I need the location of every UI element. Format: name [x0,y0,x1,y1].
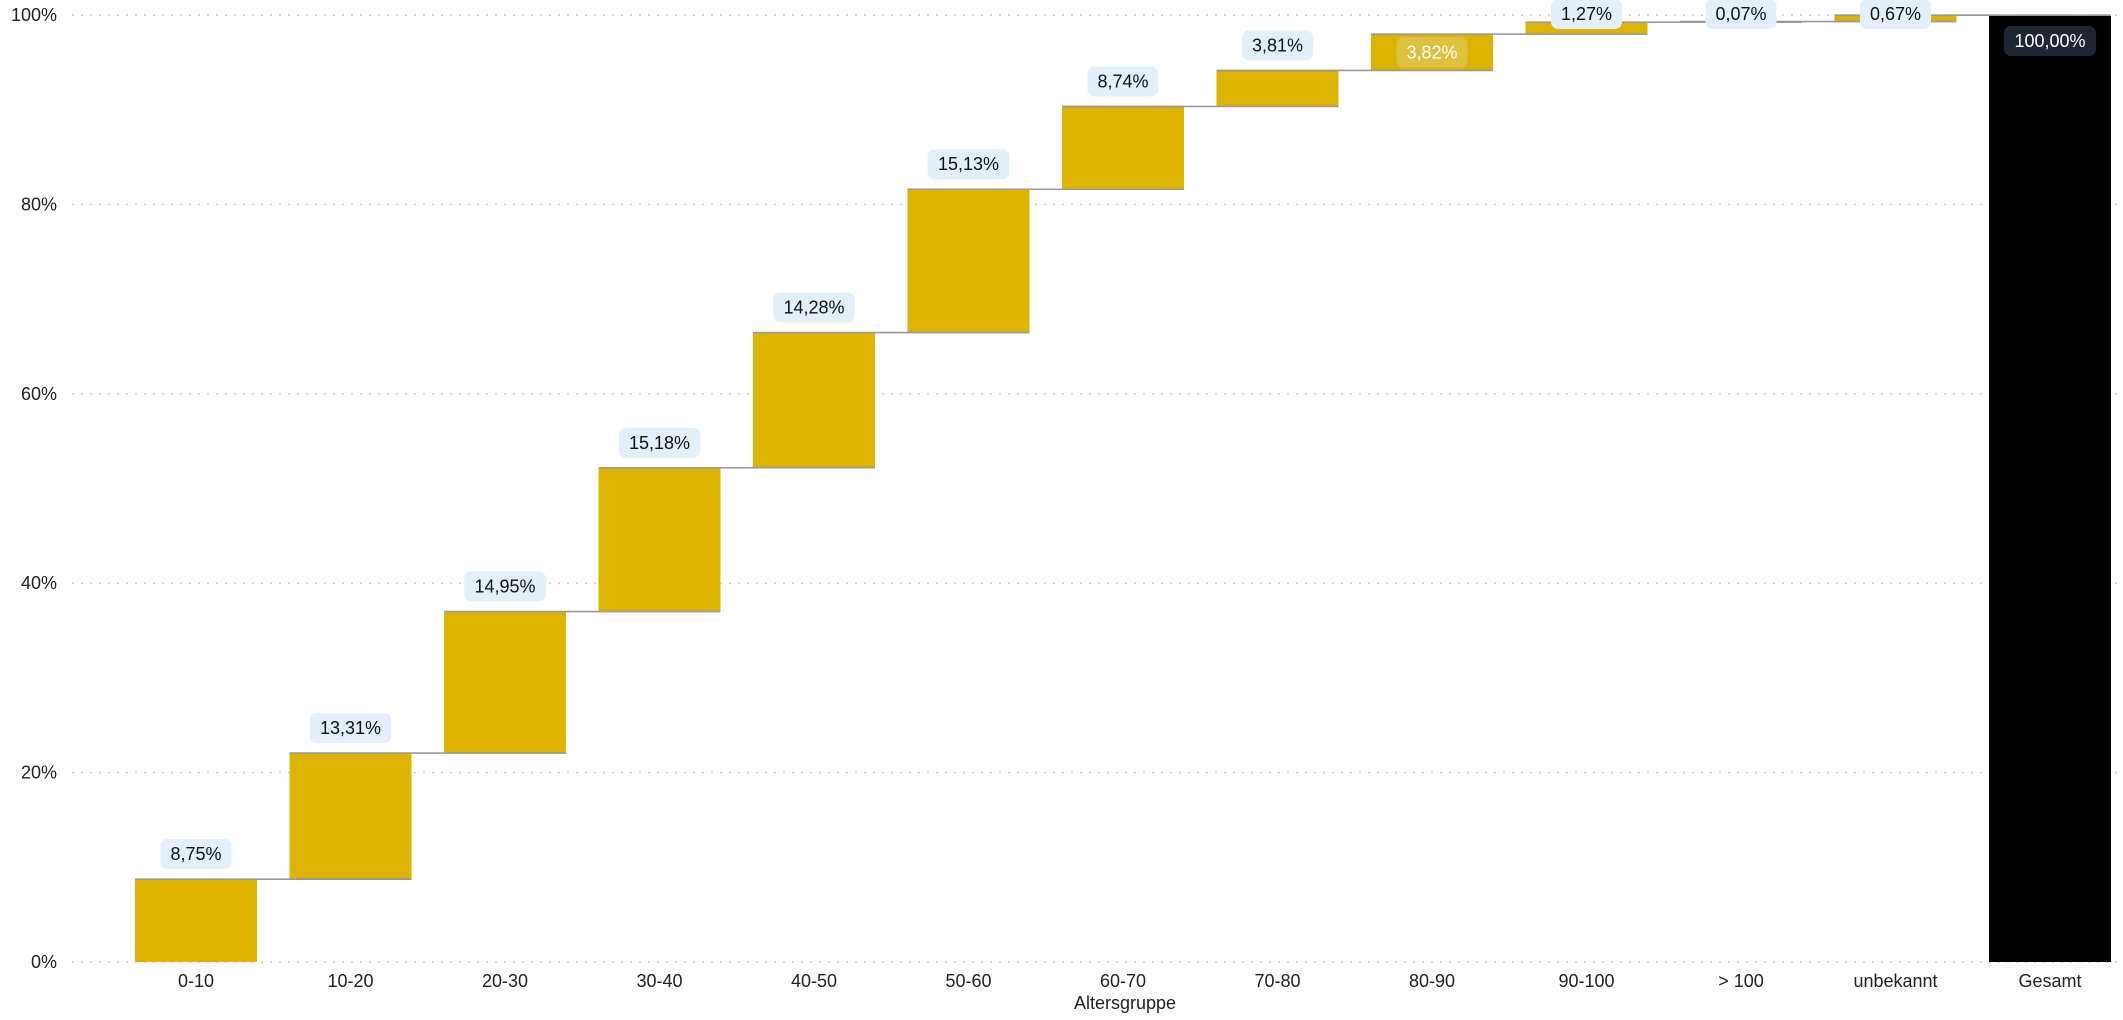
x-axis-title: Altersgruppe [1074,993,1176,1013]
y-tick-label: 80% [21,194,57,214]
data-label-bg [773,292,855,323]
data-label-text: 100,00% [2014,31,2085,51]
increment-bar [907,189,1030,333]
x-tick-label: 10-20 [327,971,373,991]
x-tick-label: 50-60 [945,971,991,991]
data-label-text: 8,74% [1097,71,1148,91]
x-tick-label: unbekannt [1853,971,1937,991]
data-label-text: 1,27% [1561,4,1612,24]
x-tick-label: 90-100 [1558,971,1614,991]
data-label-bg [1396,37,1468,68]
y-tick-label: 20% [21,763,57,783]
data-label-text: 14,28% [783,298,844,318]
data-label-bg [1860,0,1931,29]
x-tick-label: 60-70 [1100,971,1146,991]
data-label-bg [1087,66,1159,97]
x-tick-label: 0-10 [178,971,214,991]
increment-bar [753,332,875,468]
data-label-text: 3,82% [1406,42,1457,62]
data-label-bg [2003,26,2097,56]
data-label-text: 13,31% [320,718,381,738]
y-tick-label: 40% [21,573,57,593]
bars [135,15,2111,962]
data-label: 14,28% [773,292,855,323]
increment-bar [135,879,257,962]
data-label-bg [927,149,1010,180]
data-label-bg [1242,30,1313,61]
x-tick-label: > 100 [1718,971,1764,991]
data-label: 0,67% [1860,0,1931,29]
data-label: 14,95% [464,571,546,602]
x-tick-label: 70-80 [1254,971,1300,991]
y-tick-label: 0% [31,952,57,972]
y-axis-ticks: 0% 20% 40% 60% 80% 100% [11,5,57,972]
data-label: 8,74% [1087,66,1159,97]
x-tick-label: 40-50 [791,971,837,991]
data-label: 100,00% [2003,26,2097,56]
data-label: 3,82% [1396,37,1468,68]
increment-bar [289,753,412,880]
x-tick-label: 20-30 [482,971,528,991]
total-bar [1989,15,2111,962]
data-label: 8,75% [160,839,232,870]
data-label-text: 15,18% [629,433,690,453]
increment-bar [1062,106,1184,190]
increment-bar [444,611,566,754]
data-label-text: 3,81% [1252,35,1303,55]
data-label-bg [160,839,232,870]
data-label: 0,07% [1705,0,1777,29]
data-label-bg [618,427,701,458]
y-tick-label: 60% [21,384,57,404]
data-label: 15,18% [618,427,701,458]
x-tick-label: 80-90 [1409,971,1455,991]
data-label: 1,27% [1551,0,1622,29]
y-tick-label: 100% [11,5,57,25]
data-label-text: 14,95% [474,577,535,597]
data-label: 3,81% [1242,30,1313,61]
data-label-text: 0,07% [1715,4,1766,24]
increment-bar [598,467,721,612]
data-label-bg [464,571,546,602]
x-tick-label: Gesamt [2018,971,2081,991]
data-labels: 8,75% 13,31% 14,95% 15,18% 14,28% 15,13% 8,74%… [160,0,2097,870]
data-label: 15,13% [927,149,1010,180]
data-label-bg [1705,0,1777,29]
data-label-text: 8,75% [170,844,221,864]
data-label-bg [309,713,392,744]
x-axis-ticks: 0-10 10-20 20-30 30-40 40-50 50-60 60-70 70-80 8… [178,971,2082,991]
data-label-text: 0,67% [1870,4,1921,24]
data-label-text: 15,13% [938,154,999,174]
increment-bar [1216,70,1339,107]
data-label: 13,31% [309,713,392,744]
x-tick-label: 30-40 [636,971,682,991]
data-label-bg [1551,0,1622,29]
increment-bar [1371,34,1493,71]
